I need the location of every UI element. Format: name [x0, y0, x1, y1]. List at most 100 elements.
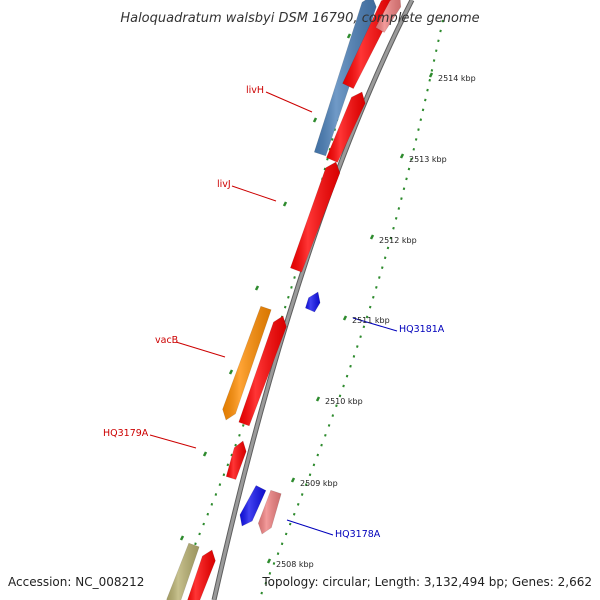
- minor-tick: [333, 128, 336, 131]
- minor-tick: [284, 532, 288, 536]
- minor-tick: [304, 483, 308, 486]
- tick-label: 2510 kbp: [325, 397, 363, 406]
- minor-tick: [380, 266, 384, 270]
- minor-tick: [356, 345, 359, 348]
- minor-tick: [331, 414, 335, 417]
- minor-tick: [441, 19, 444, 23]
- minor-tick: [359, 335, 362, 339]
- minor-tick: [287, 295, 290, 299]
- minor-tick: [434, 49, 438, 53]
- minor-tick: [210, 502, 214, 506]
- minor-tick: [414, 138, 418, 141]
- major-tick: [428, 72, 434, 78]
- gene-label-livJ[interactable]: livJ: [217, 179, 231, 190]
- gene-HQ3178A-pink-shading: [258, 490, 282, 534]
- minor-tick: [410, 157, 413, 161]
- minor-tick: [362, 325, 366, 329]
- gene-HQ3178A-blue-shading: [239, 485, 266, 526]
- genome-backbone: [212, 0, 414, 600]
- minor-tick: [421, 108, 425, 112]
- minor-tick: [327, 424, 331, 427]
- tick-label: 2508 kbp: [276, 560, 314, 569]
- major-tick: [266, 558, 272, 564]
- minor-tick: [218, 483, 222, 486]
- minor-tick: [206, 512, 210, 516]
- minor-tick: [241, 424, 245, 427]
- minor-tick: [335, 404, 338, 408]
- minor-tick: [214, 493, 218, 496]
- minor-tick: [437, 39, 440, 43]
- minor-tick: [283, 305, 287, 309]
- minor-tick: [400, 197, 403, 200]
- gene-label-HQ3179A[interactable]: HQ3179A: [103, 428, 149, 439]
- minor-tick: [264, 581, 268, 585]
- tick-label: 2509 kbp: [300, 479, 338, 488]
- label-leader-line: [149, 434, 197, 449]
- gene-label-HQ3178A[interactable]: HQ3178A: [335, 529, 381, 540]
- minor-tick: [234, 443, 237, 447]
- major-tick: [399, 153, 405, 159]
- minor-tick: [392, 226, 395, 230]
- major-tick: [202, 451, 208, 457]
- genome-summary-text: Topology: circular; Length: 3,132,494 bp…: [261, 575, 592, 589]
- minor-tick: [324, 433, 327, 437]
- minor-tick: [342, 384, 345, 388]
- tick-label: 2511 kbp: [352, 316, 390, 325]
- minor-tick: [372, 295, 375, 299]
- minor-tick: [320, 443, 323, 447]
- minor-tick: [407, 167, 411, 171]
- minor-tick: [230, 453, 233, 457]
- minor-tick: [292, 512, 296, 516]
- minor-tick: [222, 473, 226, 477]
- label-leader-line: [286, 519, 334, 536]
- major-tick: [342, 315, 348, 321]
- gene-label-livH[interactable]: livH: [246, 85, 264, 96]
- minor-tick: [202, 522, 205, 526]
- minor-tick: [316, 453, 320, 457]
- minor-tick: [288, 522, 292, 526]
- tick-label: 2512 kbp: [379, 236, 417, 245]
- minor-tick: [276, 552, 280, 556]
- minor-tick: [260, 591, 263, 595]
- minor-tick: [424, 98, 427, 102]
- tick-label: 2514 kbp: [438, 74, 476, 83]
- minor-tick: [194, 542, 197, 546]
- minor-tick: [280, 542, 284, 546]
- minor-tick: [383, 256, 387, 260]
- minor-tick: [296, 502, 300, 506]
- minor-tick: [312, 463, 316, 467]
- minor-tick: [326, 157, 329, 161]
- major-tick: [369, 234, 375, 240]
- minor-tick: [198, 532, 201, 536]
- minor-tick: [268, 572, 272, 575]
- minor-tick: [375, 286, 378, 289]
- minor-tick: [378, 276, 381, 279]
- minor-tick: [323, 167, 327, 171]
- major-tick: [228, 369, 234, 375]
- gene-HQ3181A-shading: [305, 292, 321, 312]
- minor-tick: [430, 69, 434, 72]
- major-tick: [346, 33, 352, 39]
- accession-text: Accession: NC_008212: [8, 575, 144, 589]
- major-tick: [254, 285, 260, 291]
- minor-tick: [428, 78, 431, 82]
- gene-HQ3179A-shading: [226, 441, 247, 480]
- minor-tick: [417, 128, 420, 131]
- gene-features: [166, 0, 402, 600]
- minor-tick: [397, 207, 401, 210]
- minor-tick: [226, 463, 230, 467]
- major-tick: [282, 201, 288, 207]
- map-title: Haloquadratum walsbyi DSM 16790, complet…: [120, 11, 479, 26]
- minor-tick: [331, 138, 334, 141]
- gene-red-bottom-shading: [187, 550, 216, 600]
- minor-tick: [349, 364, 352, 368]
- gene-label-HQ3181A[interactable]: HQ3181A: [399, 324, 445, 335]
- minor-tick: [308, 473, 312, 477]
- label-leader-line: [352, 317, 398, 332]
- gene-label-vacB[interactable]: vacB: [155, 335, 178, 346]
- minor-tick: [389, 236, 393, 240]
- label-leader-line: [175, 341, 226, 358]
- minor-tick: [394, 216, 398, 220]
- gene-red-vacB-adj-shading: [238, 316, 287, 426]
